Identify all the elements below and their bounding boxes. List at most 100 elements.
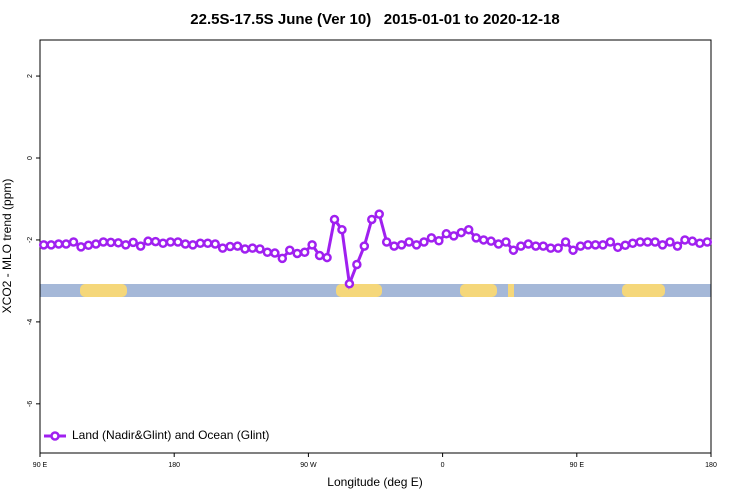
data-point bbox=[493, 239, 504, 249]
data-point bbox=[590, 240, 601, 250]
data-point bbox=[247, 243, 258, 253]
data-point bbox=[680, 235, 690, 245]
data-point bbox=[426, 233, 437, 243]
data-point bbox=[38, 240, 49, 250]
data-point bbox=[83, 240, 94, 251]
data-point bbox=[240, 244, 250, 254]
data-point bbox=[650, 237, 660, 247]
x-axis-label: Longitude (deg E) bbox=[327, 475, 422, 489]
y-tick-label: -6 bbox=[27, 401, 34, 407]
data-point bbox=[91, 239, 101, 249]
data-point bbox=[329, 214, 340, 225]
data-point bbox=[135, 241, 146, 251]
x-tick-label: 90 E bbox=[570, 462, 585, 469]
data-point bbox=[367, 214, 377, 225]
land-strip bbox=[80, 284, 127, 297]
land-strip bbox=[336, 284, 382, 297]
data-point bbox=[456, 227, 466, 238]
data-point bbox=[322, 252, 332, 263]
data-point bbox=[575, 241, 586, 251]
x-tick-label: 180 bbox=[705, 462, 717, 469]
data-point bbox=[419, 237, 429, 247]
data-point bbox=[344, 279, 355, 289]
land-strip bbox=[622, 284, 665, 297]
data-point bbox=[165, 237, 176, 247]
data-point bbox=[598, 240, 608, 250]
data-point bbox=[113, 238, 124, 248]
y-tick-label: 0 bbox=[27, 156, 34, 160]
data-point bbox=[76, 242, 86, 252]
data-point bbox=[203, 238, 213, 248]
data-point bbox=[471, 233, 481, 243]
data-point bbox=[299, 247, 310, 257]
data-point bbox=[307, 240, 317, 250]
data-point bbox=[434, 236, 444, 246]
data-point bbox=[486, 236, 496, 246]
data-point bbox=[613, 242, 623, 253]
data-point bbox=[538, 241, 548, 251]
data-point bbox=[605, 237, 616, 247]
y-tick-label: -4 bbox=[27, 319, 34, 325]
data-point bbox=[389, 241, 399, 251]
data-point bbox=[665, 237, 675, 247]
x-tick-label: 90 E bbox=[33, 462, 48, 469]
data-point bbox=[411, 240, 422, 250]
data-point bbox=[128, 237, 138, 248]
data-point bbox=[285, 245, 295, 255]
data-point bbox=[404, 237, 414, 247]
data-point bbox=[449, 231, 459, 241]
data-point bbox=[463, 224, 474, 235]
data-point bbox=[217, 243, 228, 253]
data-point bbox=[106, 237, 116, 248]
data-point bbox=[352, 259, 362, 270]
data-point bbox=[150, 236, 161, 247]
legend-label: Land (Nadir&Glint) and Ocean (Glint) bbox=[72, 428, 269, 442]
data-point bbox=[143, 236, 153, 246]
data-point bbox=[508, 245, 519, 255]
x-tick-label: 90 W bbox=[300, 462, 317, 469]
data-point bbox=[501, 237, 511, 247]
data-point bbox=[255, 244, 265, 254]
data-point bbox=[292, 248, 302, 259]
data-point bbox=[523, 239, 534, 249]
land-strip bbox=[460, 284, 497, 297]
data-point bbox=[657, 240, 668, 250]
data-point bbox=[642, 237, 653, 247]
data-point bbox=[277, 253, 288, 264]
data-point bbox=[553, 243, 563, 253]
data-point bbox=[120, 240, 131, 250]
data-point bbox=[381, 237, 392, 247]
data-point bbox=[158, 238, 168, 248]
land-ocean-strip bbox=[40, 284, 711, 297]
land-strip bbox=[508, 284, 514, 297]
data-point bbox=[61, 239, 71, 249]
y-axis-label: XCO2 - MLO trend (ppm) bbox=[0, 179, 14, 314]
data-point bbox=[359, 241, 370, 251]
data-point bbox=[583, 240, 593, 250]
data-point bbox=[516, 241, 526, 251]
data-point bbox=[225, 241, 235, 252]
x-tick-label: 0 bbox=[441, 462, 445, 469]
data-point bbox=[568, 245, 578, 255]
data-point bbox=[270, 248, 280, 258]
data-point bbox=[627, 238, 638, 248]
data-point bbox=[545, 243, 556, 253]
data-point bbox=[396, 240, 407, 250]
data-point bbox=[46, 240, 56, 250]
data-point bbox=[180, 239, 191, 249]
y-tick-label: 2 bbox=[27, 74, 34, 78]
legend-marker bbox=[50, 431, 60, 441]
data-point bbox=[68, 237, 79, 247]
data-point bbox=[695, 238, 705, 248]
data-point bbox=[195, 238, 206, 248]
data-point bbox=[620, 240, 631, 251]
data-point bbox=[702, 237, 713, 247]
data-point bbox=[210, 239, 220, 249]
chart-title: 22.5S-17.5S June (Ver 10) 2015-01-01 to … bbox=[190, 11, 559, 28]
data-point bbox=[687, 236, 698, 246]
data-point bbox=[672, 241, 683, 251]
data-point bbox=[560, 237, 571, 247]
data-point bbox=[53, 239, 64, 249]
